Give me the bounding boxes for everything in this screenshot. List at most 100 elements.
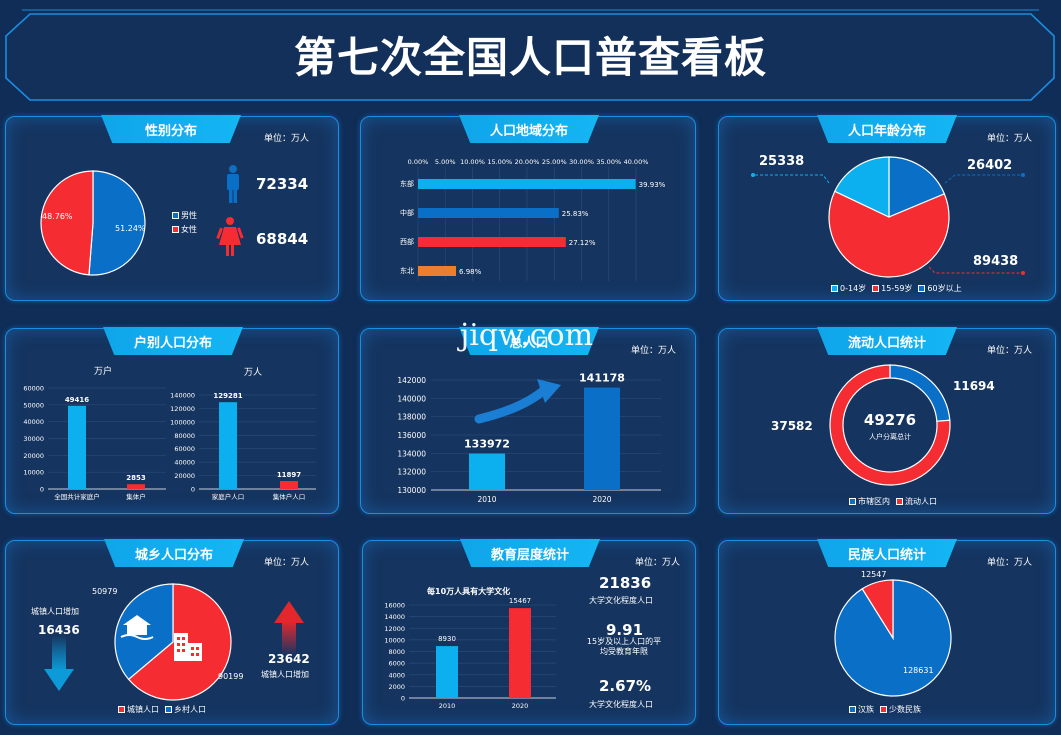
total-axis-tick: 132000 (397, 468, 426, 477)
urban-panel-title: 城乡人口分布 (104, 539, 244, 567)
axis-tick: 30000 (23, 435, 44, 443)
urban-chart: 50979 90199 城镇人口增加 16436 23642 城镇人口增加 (31, 583, 310, 701)
age-chart: 25338 26402 89438 (751, 154, 1025, 278)
bar-value-label: 49416 (65, 396, 89, 404)
male-pct-label: 51.24% (115, 224, 146, 233)
household-chart: 万户 万人 6000050000400003000020000100000494… (23, 365, 316, 501)
floating-center-value: 49276 (864, 411, 916, 429)
education-axis-tick: 2000 (388, 683, 405, 691)
edu-stat-2-value: 9.91 (606, 621, 644, 639)
education-bar-2010 (436, 646, 458, 698)
education-bar-category: 2020 (512, 702, 529, 710)
total-axis-tick: 136000 (397, 431, 426, 440)
bar-category-label: 集体户人口 (273, 492, 306, 501)
education-chart-title: 每10万人具有大学文化 (427, 586, 510, 596)
ethnic-unit: 单位：万人 (987, 558, 1033, 568)
bar-value-label: 2853 (126, 474, 146, 482)
total-bar-2020 (584, 387, 620, 490)
legend-age-0-14: 0-14岁 (831, 283, 866, 294)
education-panel: 教育层度统计 单位：万人 每10万人具有大学文化 16000 14000 12000… (362, 539, 696, 725)
education-bar-category: 2010 (439, 702, 456, 710)
gender-legend: 男性 女性 (172, 210, 197, 235)
region-value-label: 25.83% (562, 210, 589, 218)
household-panel-title: 户别人口分布 (103, 327, 243, 355)
floating-panel: 流动人口统计 单位：万人 49276 人户分离总计 37582 11694 市辖… (718, 327, 1056, 514)
gender-panel-title: 性别分布 (101, 115, 241, 143)
region-bar (418, 179, 636, 189)
legend-female: 女性 (172, 224, 197, 235)
total-bar-value: 141178 (579, 372, 625, 385)
floating-right-value: 11694 (953, 379, 995, 393)
axis-tick: 140000 (170, 392, 195, 400)
urban-left-label: 城镇人口增加 (31, 606, 79, 616)
trend-up-arrow-icon (474, 379, 561, 424)
floating-panel-title: 流动人口统计 (817, 327, 957, 355)
male-value: 72334 (256, 175, 309, 193)
education-axis-tick: 0 (401, 695, 405, 703)
region-category-label: 东部 (400, 179, 414, 188)
axis-tick: 120000 (170, 405, 195, 413)
edu-stat-1-label: 大学文化程度人口 (589, 596, 653, 605)
ethnic-han-value: 128631 (903, 666, 934, 675)
urban-pie-bottom: 90199 (218, 672, 243, 681)
floating-unit: 单位：万人 (987, 346, 1033, 356)
male-person-icon (227, 165, 239, 203)
age-panel: 人口年龄分布 单位：万人 25338 26402 89438 0-14岁 15-… (718, 115, 1056, 301)
region-tick: 40.00% (624, 158, 649, 166)
region-bar (418, 208, 559, 218)
education-bar-value: 8930 (438, 635, 456, 643)
legend-floating-city: 市辖区内 (849, 496, 890, 507)
bar-category-label: 全国共计家庭户 (54, 492, 100, 501)
floating-left-value: 37582 (771, 419, 813, 433)
region-tick: 5.00% (435, 158, 456, 166)
house-icon (120, 615, 154, 640)
total-bar-category: 2010 (477, 495, 496, 504)
legend-age-60plus: 60岁以上 (918, 283, 962, 294)
education-bar-2020 (509, 608, 531, 698)
region-tick: 20.00% (515, 158, 540, 166)
total-panel-title: 总人口 (459, 327, 599, 355)
ethnic-panel-title: 民族人口统计 (817, 539, 957, 567)
total-bar-value: 133972 (464, 438, 510, 451)
education-bar-value: 15467 (509, 597, 531, 605)
legend-age-15-59: 15-59岁 (872, 283, 912, 294)
bar-category-label: 集体户 (126, 492, 146, 501)
up-arrow-icon (274, 601, 304, 655)
legend-rural: 乡村人口 (165, 704, 206, 715)
female-value: 68844 (256, 230, 309, 248)
age-unit: 单位：万人 (987, 134, 1033, 144)
region-value-label: 6.98% (459, 268, 482, 276)
region-category-label: 东北 (400, 266, 414, 275)
total-bar-category: 2020 (592, 495, 611, 504)
axis-tick: 0 (40, 486, 44, 494)
age-panel-title: 人口年龄分布 (817, 115, 957, 143)
ethnic-legend: 汉族 少数民族 (849, 704, 921, 715)
education-axis-tick: 6000 (388, 660, 405, 668)
watermark: jiqw.com (460, 318, 594, 353)
total-bar-2010 (469, 453, 505, 490)
age-label-60plus: 26402 (967, 158, 1012, 173)
household-panel: 户别人口分布 万户 万人 60000 50000 40000 30000 20000 10… (5, 327, 339, 514)
bar-collective-population (280, 481, 298, 489)
bar-families (68, 405, 86, 489)
region-value-label: 27.12% (569, 239, 596, 247)
bar-collective (127, 484, 145, 489)
edu-stat-2-label: 15岁及以上人口的平均受教育年限 (586, 637, 662, 656)
gender-panel: 性别分布 单位：万人 51.24% 48.76% 72334 68844 男性 … (5, 115, 339, 301)
education-panel-title: 教育层度统计 (460, 539, 600, 567)
pie-slice-male (88, 170, 146, 276)
household-right-unit: 万人 (244, 367, 262, 378)
education-axis-tick: 16000 (384, 602, 405, 610)
edu-stat-1-value: 21836 (599, 574, 652, 592)
region-panel-title: 人口地域分布 (459, 115, 599, 143)
axis-tick: 20000 (174, 472, 195, 480)
education-axis-tick: 8000 (388, 648, 405, 656)
axis-tick: 40000 (174, 459, 195, 467)
region-bar (418, 237, 566, 247)
region-panel: 人口地域分布 0.00% 5.00% 10.00% 15.00% 20.00% 25.00… (360, 115, 696, 301)
ethnic-chart: 12547 128631 (834, 570, 952, 697)
total-axis-tick: 140000 (397, 394, 426, 403)
region-bar (418, 266, 457, 276)
axis-tick: 100000 (170, 418, 195, 426)
bar-family-population (219, 402, 237, 489)
